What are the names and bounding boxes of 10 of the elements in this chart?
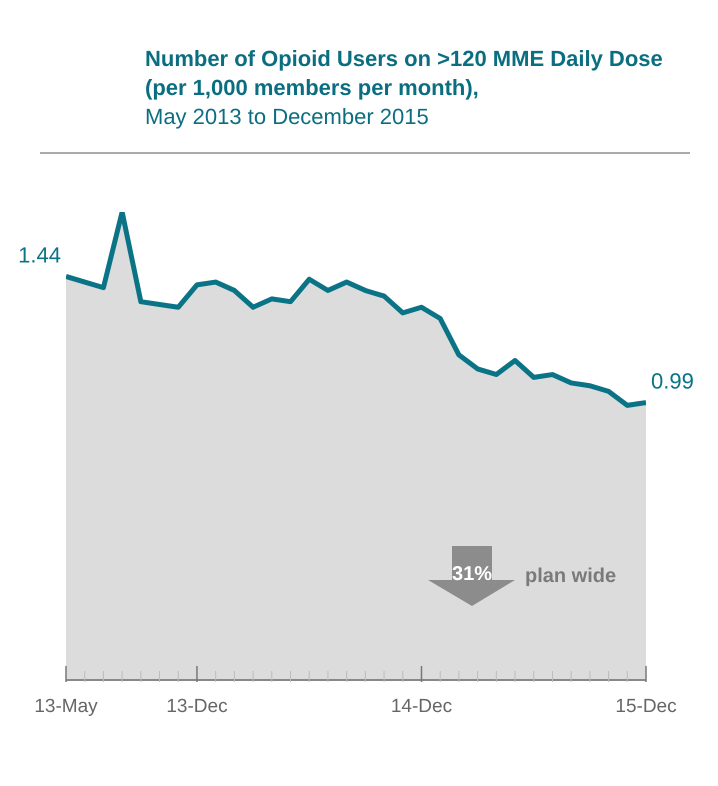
annotation: plan wide <box>525 565 616 587</box>
data-label: 0.99 <box>651 368 694 394</box>
annotation: 31% <box>452 563 492 585</box>
chart-title: Number of Opioid Users on >120 MME Daily Dose (per 1,000 members per month), <box>145 45 664 102</box>
x-tick-label: 14-Dec <box>390 696 452 717</box>
chart-subtitle: May 2013 to December 2015 <box>145 103 430 131</box>
data-label: 1.44 <box>18 242 61 268</box>
x-tick-label: 13-Dec <box>166 696 228 717</box>
x-tick-label: 13-May <box>34 696 98 717</box>
x-tick-label: 15-Dec <box>615 696 677 717</box>
